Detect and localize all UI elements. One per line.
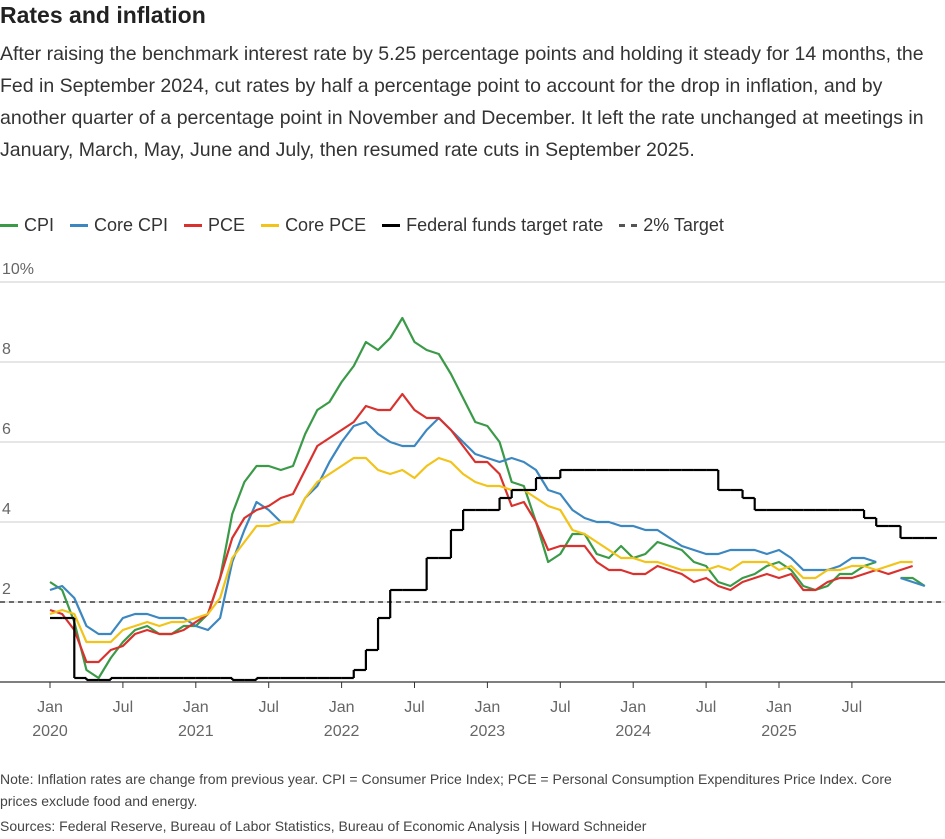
legend-swatch <box>619 224 638 227</box>
x-tick-label: Jan 2025 <box>761 699 797 740</box>
series-line <box>49 316 926 680</box>
y-tick-label: 4 <box>2 501 11 518</box>
series-line <box>49 392 913 664</box>
x-tick-label: Jul <box>404 699 424 716</box>
legend-item: Core PCE <box>261 215 366 236</box>
y-tick-label: 6 <box>2 421 11 438</box>
x-tick-label: Jul <box>696 699 716 716</box>
x-tick-label: Jul <box>258 699 278 716</box>
x-tick-label: Jan 2020 <box>32 699 68 740</box>
legend-item: Core CPI <box>70 215 168 236</box>
legend-label: PCE <box>208 215 246 235</box>
x-tick-label: Jan 2024 <box>615 699 651 740</box>
legend-item: 2% Target <box>619 215 724 236</box>
legend-swatch <box>0 224 18 227</box>
legend-label: CPI <box>24 215 55 235</box>
legend-swatch <box>261 224 280 227</box>
legend-label: Federal funds target rate <box>406 215 604 235</box>
legend-label: 2% Target <box>643 215 724 235</box>
note: Note: Inflation rates are change from pr… <box>0 771 892 809</box>
y-tick-label: 8 <box>2 341 11 358</box>
x-tick-label: Jan 2023 <box>470 699 506 740</box>
legend-swatch <box>382 224 401 227</box>
legend-item: Federal funds target rate <box>382 215 603 236</box>
x-tick-label: Jan 2022 <box>324 699 360 740</box>
x-tick-label: Jul <box>842 699 862 716</box>
legend-label: Core CPI <box>94 215 169 235</box>
x-tick-label: Jan 2021 <box>178 699 214 740</box>
legend: CPI Core CPI PCE Core PCE Federal funds targ… <box>0 215 724 236</box>
legend-label: Core PCE <box>285 215 367 235</box>
series-line <box>49 456 913 644</box>
y-tick-label: 10% <box>2 261 34 278</box>
legend-item: CPI <box>0 215 54 236</box>
legend-swatch <box>70 224 89 227</box>
legend-item: PCE <box>184 215 245 236</box>
source: Sources: Federal Reserve, Bureau of Labo… <box>0 818 647 834</box>
x-tick-label: Jul <box>550 699 570 716</box>
x-tick-label: Jul <box>113 699 133 716</box>
chart-title: Rates and inflation <box>0 2 206 28</box>
y-tick-label: 2 <box>2 581 11 598</box>
chart: 10% 8 6 4 2 Jan 2020 Jul Jan 2021 Jul Jan 2022 Jul Jan… <box>0 261 945 740</box>
chart-subtitle: After raising the benchmark interest rat… <box>0 43 924 161</box>
legend-swatch <box>184 224 203 227</box>
